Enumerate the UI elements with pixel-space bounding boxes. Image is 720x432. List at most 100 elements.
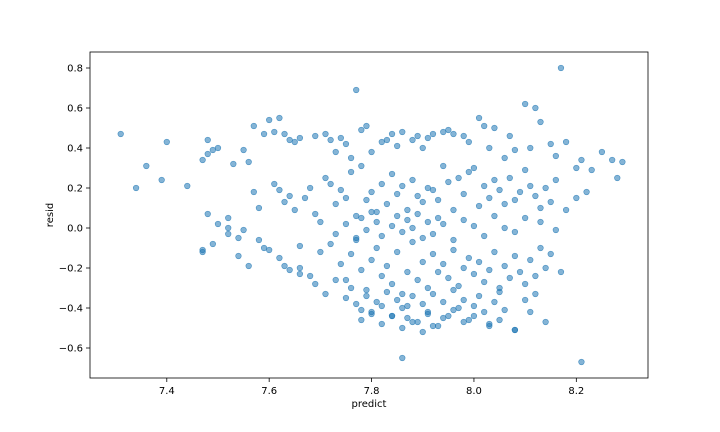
data-point <box>363 226 370 234</box>
data-point <box>537 118 544 126</box>
y-axis-label: resid <box>45 203 56 227</box>
data-point <box>435 322 442 330</box>
x-tick-label: 7.8 <box>364 386 380 397</box>
data-point <box>465 138 472 146</box>
data-point <box>296 264 303 272</box>
data-point <box>378 320 385 328</box>
data-point <box>383 200 391 208</box>
data-point <box>307 184 314 192</box>
data-point <box>460 190 467 198</box>
data-point <box>460 296 467 304</box>
data-point <box>363 122 370 130</box>
data-point <box>296 242 303 250</box>
data-point <box>532 192 539 200</box>
data-point <box>414 276 421 284</box>
data-point <box>527 182 534 190</box>
data-point <box>583 188 590 196</box>
data-point <box>440 298 447 306</box>
data-point <box>486 322 493 330</box>
data-point <box>552 176 559 184</box>
data-point <box>394 248 401 256</box>
data-point <box>132 184 140 192</box>
data-point <box>511 196 519 204</box>
data-point <box>117 130 124 138</box>
data-point <box>143 162 150 170</box>
y-tick-label: 0.6 <box>67 104 83 115</box>
data-point <box>460 216 467 224</box>
data-point <box>378 232 385 240</box>
data-point <box>455 282 462 290</box>
data-point <box>342 294 350 302</box>
data-point <box>347 284 355 292</box>
x-axis-label: predict <box>352 399 387 410</box>
data-point <box>399 354 406 362</box>
data-point <box>184 182 191 190</box>
data-point <box>537 204 544 212</box>
data-point <box>552 152 559 160</box>
data-point <box>522 296 529 304</box>
data-point <box>358 306 365 314</box>
data-point <box>481 278 488 286</box>
data-point <box>429 186 437 194</box>
data-point <box>501 224 508 232</box>
data-point <box>322 130 329 138</box>
data-point <box>266 116 273 124</box>
data-point <box>404 216 411 224</box>
data-point <box>419 258 426 266</box>
data-point <box>532 272 539 280</box>
data-point <box>281 130 288 138</box>
data-point <box>404 314 411 322</box>
x-axis-ticks: 7.4 7.6 7.8 8.0 8.2 <box>159 378 584 397</box>
data-point <box>394 212 401 220</box>
data-point <box>245 262 252 270</box>
data-point <box>358 316 365 324</box>
y-tick-label: 0.2 <box>67 184 83 195</box>
data-point <box>491 124 498 132</box>
data-point <box>342 220 350 228</box>
data-point <box>363 292 370 300</box>
data-point <box>347 168 355 176</box>
data-point <box>414 192 421 200</box>
data-point <box>332 276 339 284</box>
data-point <box>276 114 283 122</box>
data-point <box>158 176 165 184</box>
x-tick-label: 8.2 <box>568 386 584 397</box>
data-point <box>250 122 257 130</box>
data-point <box>429 250 437 258</box>
data-point <box>532 290 539 298</box>
data-point <box>496 186 503 194</box>
data-point <box>465 316 472 324</box>
data-point <box>394 190 401 198</box>
data-point <box>511 228 519 236</box>
data-point <box>527 144 534 152</box>
data-point <box>481 232 488 240</box>
data-point <box>435 196 442 204</box>
data-point <box>511 146 519 154</box>
data-point <box>429 130 437 138</box>
data-point <box>542 264 549 272</box>
data-point <box>399 324 406 332</box>
data-point <box>250 188 257 196</box>
data-point <box>276 186 283 194</box>
data-point <box>255 236 263 244</box>
data-point <box>440 220 447 228</box>
data-point <box>419 300 426 308</box>
data-point <box>491 176 498 184</box>
data-point <box>475 258 483 266</box>
data-point <box>404 206 411 214</box>
data-point <box>496 316 503 324</box>
data-point <box>475 114 483 122</box>
data-point <box>573 194 580 202</box>
data-point <box>445 178 452 186</box>
data-point <box>537 244 544 252</box>
data-point <box>240 226 247 234</box>
data-point <box>373 208 380 216</box>
x-tick-label: 7.4 <box>159 386 175 397</box>
data-point <box>440 162 447 170</box>
data-point <box>424 218 431 226</box>
data-point <box>506 274 513 282</box>
data-point <box>409 292 416 300</box>
data-point <box>163 138 170 146</box>
data-point <box>465 168 472 176</box>
data-point <box>516 268 524 276</box>
